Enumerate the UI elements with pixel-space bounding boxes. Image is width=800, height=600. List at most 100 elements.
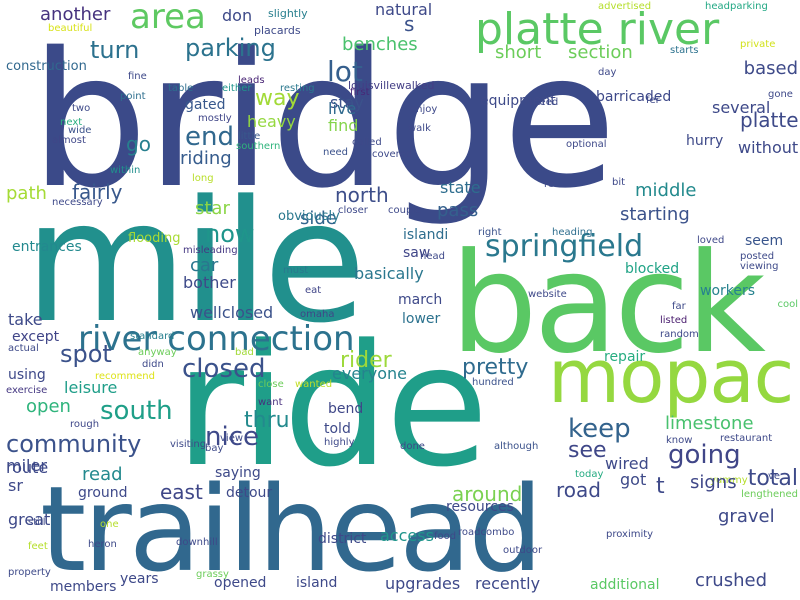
word: far [672, 301, 686, 312]
word: lower [402, 311, 441, 327]
word: way [255, 86, 300, 111]
word: except [12, 329, 60, 345]
word: pretty [462, 355, 529, 380]
word: islandi [403, 227, 449, 243]
word: path [6, 183, 47, 204]
word: gone [768, 89, 793, 100]
word: lengthened [741, 489, 798, 500]
word: view [220, 433, 244, 444]
word: nice [205, 422, 259, 452]
word: route [6, 458, 49, 477]
word: today [575, 469, 604, 480]
word: leisure [64, 378, 118, 397]
word: website [528, 289, 567, 300]
word: two [72, 103, 91, 114]
word: rough [70, 419, 100, 430]
word: star [195, 198, 230, 219]
word: turn [90, 36, 140, 64]
word: mopac [548, 334, 794, 420]
word: mostly [198, 113, 232, 124]
word: advertised [598, 1, 652, 12]
word: wired [605, 454, 649, 473]
word: table [168, 83, 194, 94]
word: actual [8, 343, 39, 354]
word: misleading [183, 245, 238, 256]
word: cool [777, 299, 798, 310]
word: see [568, 438, 607, 463]
word: north [335, 183, 389, 207]
word: enjoy [410, 104, 438, 115]
word: saying [215, 465, 261, 481]
word: short [495, 42, 542, 63]
word: march [398, 292, 443, 308]
word: little [238, 131, 261, 142]
word: seem [745, 233, 784, 249]
word: head [420, 251, 445, 262]
word: didn [142, 359, 164, 370]
word: walk [408, 123, 431, 134]
word: headparking [705, 1, 768, 12]
word: end [185, 122, 234, 152]
word: recommend [95, 371, 155, 382]
word: don [222, 6, 253, 25]
word: leads [238, 75, 265, 86]
word: mile [24, 164, 366, 360]
word: must [283, 265, 309, 276]
word: restaurant [720, 433, 773, 444]
word: east [160, 480, 203, 504]
word: downhill [176, 537, 218, 548]
word: outdoor [503, 545, 543, 556]
word: thru [244, 408, 290, 433]
word: based [743, 58, 798, 79]
word: roadcombo [458, 527, 515, 538]
word: middle [635, 180, 697, 201]
word: bit [612, 177, 626, 188]
word: visiting [170, 439, 207, 450]
word: workers [700, 283, 756, 299]
word: entrances [12, 239, 82, 255]
word: area [130, 0, 206, 37]
word: great [8, 510, 51, 529]
word: going [668, 440, 741, 470]
word: couple [388, 205, 422, 216]
word: beautiful [48, 23, 93, 34]
word: bad [235, 347, 254, 358]
word: resources [446, 499, 514, 515]
word: almost [52, 135, 86, 146]
word: hurry [686, 133, 724, 149]
word: without [738, 138, 799, 157]
word: yummy [710, 475, 748, 486]
word: spot [60, 340, 112, 368]
word: fine [128, 71, 147, 82]
word: wanted [295, 379, 333, 390]
word: anyway [138, 347, 177, 358]
word: another [40, 4, 111, 25]
word: placards [254, 24, 301, 37]
word: platte river [475, 4, 720, 55]
word: crushed [695, 570, 767, 591]
word: random [660, 329, 699, 340]
word: stay [330, 93, 364, 112]
word: first [350, 87, 370, 98]
word: feet [28, 541, 48, 552]
word: obviously [278, 209, 340, 224]
word: fer [646, 95, 660, 106]
word: eat [305, 285, 322, 296]
word: starts [670, 45, 699, 56]
word: keep [568, 414, 631, 444]
word: know [666, 435, 693, 446]
word: one [100, 519, 119, 530]
word: fairly [72, 180, 123, 204]
word: right [478, 227, 502, 238]
word: bay [205, 443, 224, 454]
word: pass [437, 200, 479, 221]
word: told [324, 421, 351, 437]
word: closer [338, 205, 368, 216]
word: resting [280, 83, 315, 94]
word: platte [740, 108, 799, 132]
word: using [8, 367, 46, 383]
word: natural [375, 0, 433, 19]
word: community [6, 430, 142, 458]
word: wellclosed [190, 303, 274, 322]
